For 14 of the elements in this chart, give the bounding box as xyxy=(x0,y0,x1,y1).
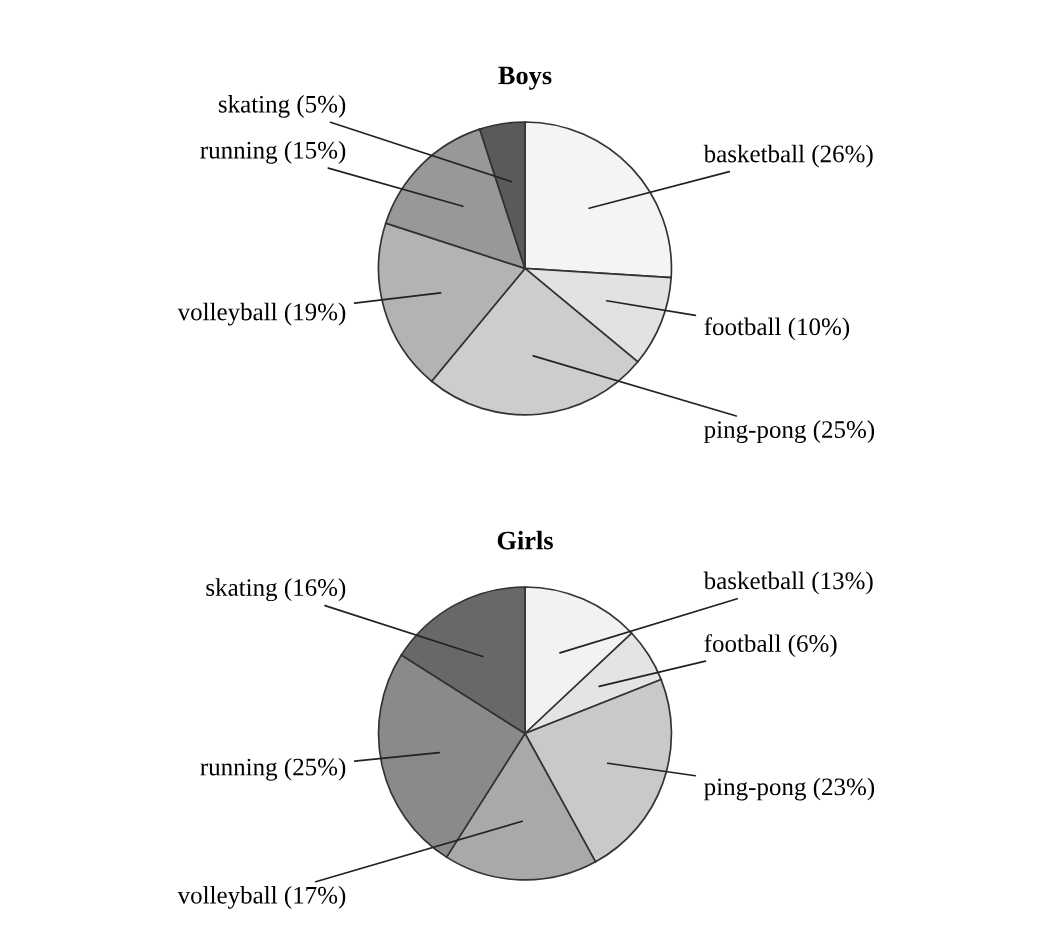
slice-label: volleyball (19%) xyxy=(177,302,346,326)
chart-title: Boys xyxy=(498,66,552,90)
slice-label: skating (16%) xyxy=(206,578,346,602)
slice-label: running (15%) xyxy=(200,141,346,164)
slice-label: running (25%) xyxy=(200,757,346,781)
slice-label: football (6%) xyxy=(704,634,837,658)
slice-label: ping-pong (25%) xyxy=(704,420,875,444)
slice-label: basketball (13%) xyxy=(703,571,873,595)
chart-title: Girls xyxy=(497,530,553,550)
slice-label: skating (5%) xyxy=(218,95,346,118)
slice-label: volleyball (17%) xyxy=(177,886,346,909)
slice-label: ping-pong (23%) xyxy=(704,777,875,801)
slice-label: football (10%) xyxy=(704,317,850,341)
slice-label: basketball (26%) xyxy=(703,144,873,168)
